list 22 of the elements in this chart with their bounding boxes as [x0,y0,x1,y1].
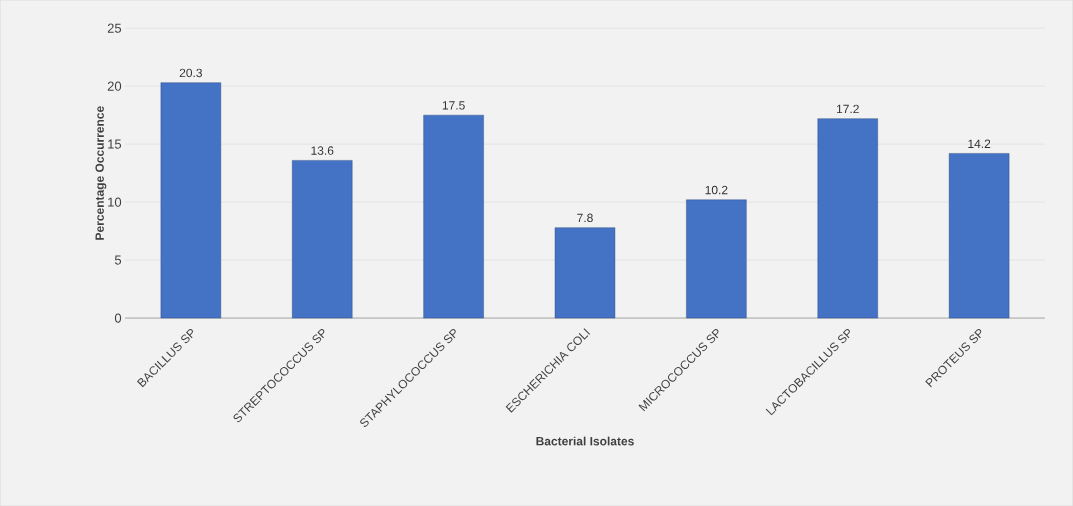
y-tick-label: 5 [114,255,122,265]
data-label: 10.2 [705,185,728,195]
data-label: 7.8 [577,213,593,222]
bar [423,114,484,319]
y-tick-label: 15 [108,139,122,149]
y-tick-label: 10 [108,197,122,207]
y-tick-label: 20 [107,81,122,91]
data-label: 20.3 [179,68,202,78]
data-label: 17.5 [442,101,465,110]
bar [554,227,616,319]
data-label: 13.6 [311,146,334,155]
y-tick-label: 25 [107,23,122,33]
data-label: 14.2 [968,139,991,148]
data-label: 17.2 [836,104,859,114]
bar [817,118,878,319]
bar [292,160,353,319]
bar [686,199,747,319]
bar [948,153,1010,319]
y-tick-label: 0 [114,313,122,323]
bar [160,82,222,319]
x-axis-title: Bacterial Isolates [536,436,634,446]
y-axis-title: Percentage Occurrence [95,106,107,240]
